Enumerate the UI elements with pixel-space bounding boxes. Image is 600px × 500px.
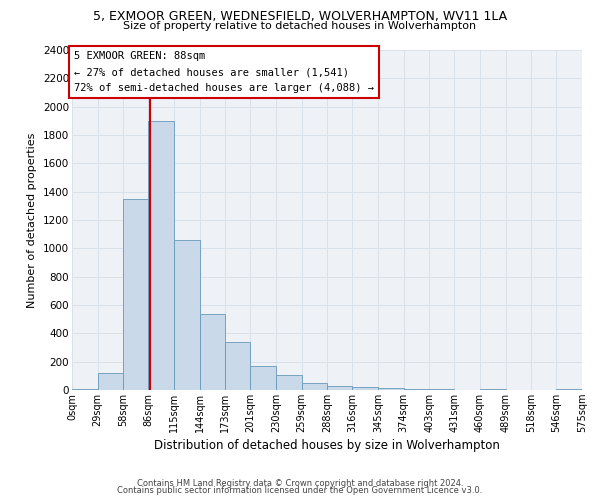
Bar xyxy=(328,386,352,390)
Bar xyxy=(174,240,200,390)
Bar xyxy=(98,373,124,390)
Bar xyxy=(302,383,328,390)
Bar xyxy=(352,387,378,390)
Bar xyxy=(200,314,226,390)
Bar xyxy=(72,388,98,390)
Bar xyxy=(404,388,430,390)
Bar xyxy=(276,375,302,390)
Bar xyxy=(148,121,174,390)
Text: Contains HM Land Registry data © Crown copyright and database right 2024.: Contains HM Land Registry data © Crown c… xyxy=(137,478,463,488)
Text: 5 EXMOOR GREEN: 88sqm
← 27% of detached houses are smaller (1,541)
72% of semi-d: 5 EXMOOR GREEN: 88sqm ← 27% of detached … xyxy=(74,52,374,92)
Y-axis label: Number of detached properties: Number of detached properties xyxy=(28,132,37,308)
Bar xyxy=(378,388,404,390)
Bar xyxy=(124,198,148,390)
Bar xyxy=(226,342,250,390)
Text: Size of property relative to detached houses in Wolverhampton: Size of property relative to detached ho… xyxy=(124,21,476,31)
Text: Contains public sector information licensed under the Open Government Licence v3: Contains public sector information licen… xyxy=(118,486,482,495)
Text: 5, EXMOOR GREEN, WEDNESFIELD, WOLVERHAMPTON, WV11 1LA: 5, EXMOOR GREEN, WEDNESFIELD, WOLVERHAMP… xyxy=(93,10,507,23)
X-axis label: Distribution of detached houses by size in Wolverhampton: Distribution of detached houses by size … xyxy=(154,439,500,452)
Bar xyxy=(250,366,276,390)
